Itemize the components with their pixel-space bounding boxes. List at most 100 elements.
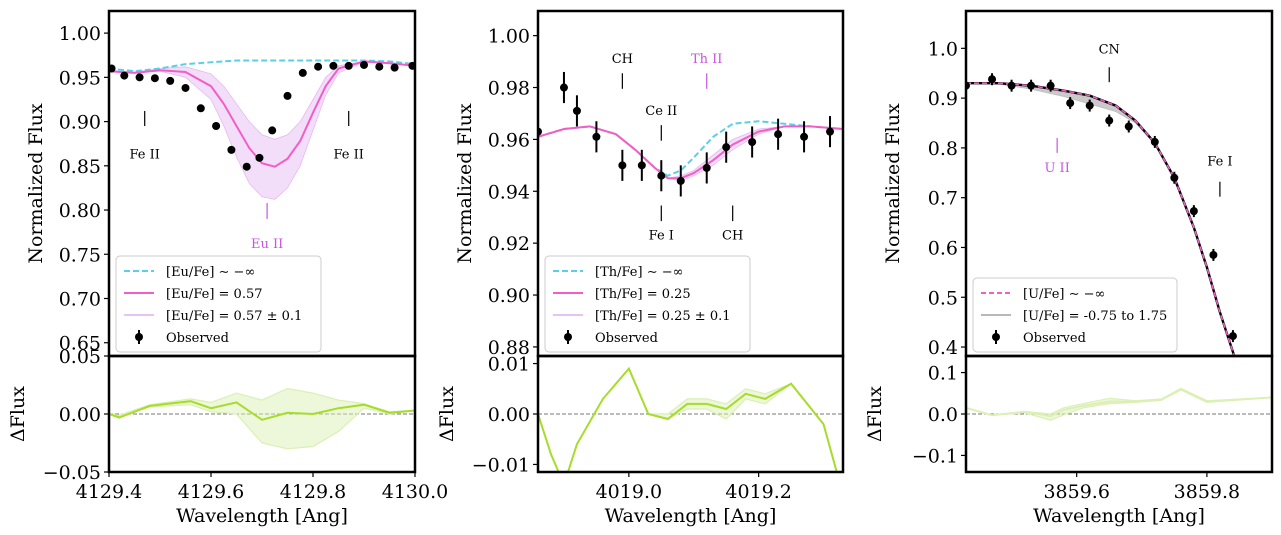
model-band — [538, 125, 843, 182]
ytick-label: 1.00 — [488, 26, 530, 48]
observed-point — [1085, 101, 1094, 110]
ytick-label: 0.96 — [488, 129, 530, 151]
observed-point — [1150, 137, 1159, 146]
residual-line — [966, 387, 1272, 418]
ytick-label: 0.94 — [488, 181, 530, 203]
legend-label: [Th/Fe] = 0.25 ± 0.1 — [595, 309, 731, 324]
observed-point — [166, 76, 175, 85]
xtick-label: 3859.6 — [1043, 481, 1109, 503]
ytick-label: 0.65 — [59, 333, 101, 355]
x-axis-label: Wavelength [Ang] — [1033, 505, 1205, 527]
legend-label: [Th/Fe] ∼ −∞ — [595, 265, 683, 280]
ytick-label: 1.0 — [928, 38, 958, 60]
model-best-line — [538, 125, 843, 180]
resid-ytick-label: 0.00 — [488, 404, 530, 426]
legend-swatch-obs — [135, 333, 143, 341]
xtick-label: 4129.6 — [178, 481, 244, 503]
legend-label: [Eu/Fe] ∼ −∞ — [166, 265, 255, 280]
observed-point — [572, 106, 581, 115]
observed-point — [298, 68, 307, 77]
observed-point — [657, 171, 666, 180]
resid-ytick-label: 0.0 — [928, 404, 958, 426]
legend-box — [544, 255, 751, 353]
legend: [Th/Fe] ∼ −∞ [Th/Fe] = 0.25 [Th/Fe] = 0.25… — [544, 255, 751, 353]
line-label: U II — [1044, 161, 1069, 176]
observed-point — [618, 161, 627, 170]
observed-point — [390, 63, 399, 72]
y-axis-label: Normalized Flux — [25, 103, 47, 264]
xtick-label: 4129.4 — [76, 481, 142, 503]
legend-label: [Eu/Fe] = 0.57 ± 0.1 — [166, 309, 302, 324]
observed-point — [135, 73, 144, 82]
line-label: Ce II — [645, 104, 677, 119]
line-label: Fe I — [1207, 154, 1232, 169]
residual-line — [109, 400, 415, 421]
line-label: Fe I — [649, 228, 674, 243]
line-label: Eu II — [251, 237, 283, 252]
observed-point — [329, 61, 338, 70]
observed-point — [1007, 81, 1016, 90]
resid-y-axis-label: ΔFlux — [7, 386, 29, 442]
observed-point — [1170, 173, 1179, 182]
y-axis-label: Normalized Flux — [882, 103, 904, 264]
xtick-label: 3859.8 — [1174, 481, 1240, 503]
resid-ytick-label: 0.01 — [488, 354, 530, 376]
observed-point — [196, 104, 205, 113]
observed-point — [227, 145, 236, 154]
observed-point — [988, 75, 997, 84]
line-label: Th II — [691, 52, 722, 67]
ytick-label: 0.6 — [928, 237, 958, 259]
observed-point — [722, 143, 731, 152]
xtick-label: 4129.8 — [280, 481, 346, 503]
legend-label: [Eu/Fe] = 0.57 — [166, 287, 263, 302]
observed-point — [1209, 250, 1218, 259]
observed-point — [774, 130, 783, 139]
line-label: Fe II — [129, 148, 159, 163]
observed-point — [1105, 116, 1114, 125]
resid-ytick-label: 0.00 — [59, 404, 101, 426]
observed-point — [1124, 122, 1133, 131]
residual-plot-area — [109, 387, 415, 450]
legend: [U/Fe] ∼ −∞ [U/Fe] = -0.75 to 1.75 Observe… — [972, 277, 1178, 353]
observed-point — [748, 137, 757, 146]
line-label: CH — [612, 52, 633, 67]
ytick-label: 0.4 — [928, 337, 958, 359]
ytick-label: 0.90 — [488, 285, 530, 307]
legend-label: [U/Fe] = -0.75 to 1.75 — [1023, 309, 1167, 324]
observed-point — [702, 163, 711, 172]
ytick-label: 0.98 — [488, 78, 530, 100]
observed-point — [150, 74, 159, 83]
residual-band — [966, 387, 1272, 421]
ytick-label: 1.00 — [59, 23, 101, 45]
observed-point — [676, 176, 685, 185]
legend-label: Observed — [166, 331, 229, 346]
main-plot-area — [966, 73, 1237, 356]
resid-y-axis-label: ΔFlux — [864, 386, 886, 442]
observed-point — [1046, 81, 1055, 90]
observed-point — [242, 162, 251, 171]
line-label: CH — [722, 228, 743, 243]
observed-point — [1189, 207, 1198, 216]
legend-box — [115, 255, 322, 353]
ytick-label: 0.90 — [59, 112, 101, 134]
observed-point — [1027, 81, 1036, 90]
observed-point — [344, 61, 353, 70]
ytick-label: 0.85 — [59, 156, 101, 178]
line-label: CN — [1099, 42, 1120, 57]
observed-point — [283, 91, 292, 100]
legend-label: Observed — [1023, 331, 1086, 346]
resid-ytick-label: −0.05 — [43, 462, 101, 484]
model-null-line — [538, 120, 843, 177]
legend-box — [972, 277, 1178, 353]
ytick-label: 0.70 — [59, 289, 101, 311]
residual-plot-area — [538, 366, 843, 472]
ytick-label: 0.88 — [488, 337, 530, 359]
observed-point — [408, 61, 415, 70]
main-plot-area — [538, 71, 843, 197]
residual-line — [538, 366, 838, 472]
panel-3: CN U II Fe I 0.4 0.5 0.6 0.7 0.8 0.9 1.0 −0.1 0.0 0.… — [864, 9, 1274, 527]
y-axis-label: Normalized Flux — [454, 103, 476, 264]
xtick-label: 4130.0 — [382, 481, 448, 503]
resid-ytick-label: −0.01 — [472, 454, 530, 476]
observed-point — [1066, 99, 1075, 108]
